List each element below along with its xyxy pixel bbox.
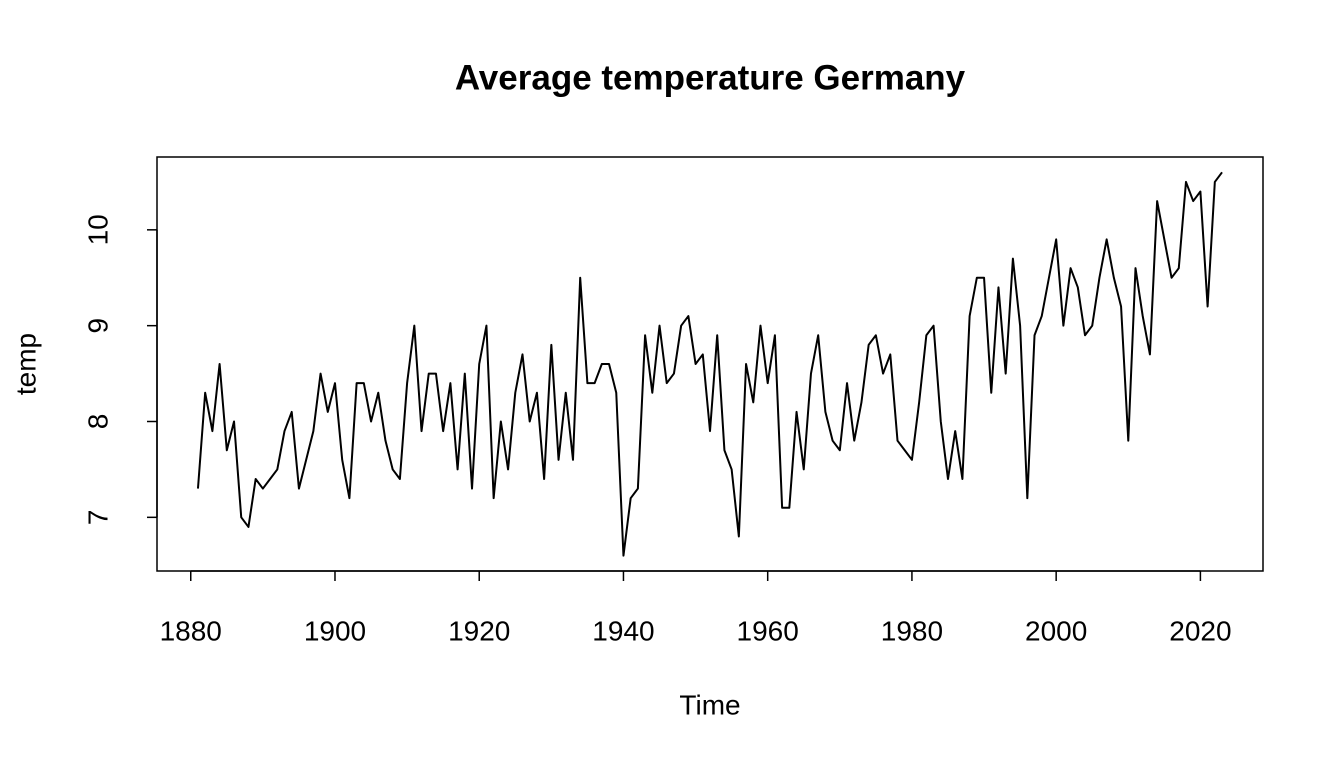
x-tick-label: 1920 <box>448 615 510 646</box>
y-tick-label: 7 <box>82 510 113 526</box>
x-axis-label: Time <box>679 689 740 720</box>
plot-frame <box>156 156 1264 572</box>
y-tick-label: 9 <box>82 318 113 334</box>
x-tick-label: 1900 <box>304 615 366 646</box>
y-tick-label: 10 <box>82 214 113 245</box>
x-tick-label: 1940 <box>592 615 654 646</box>
x-tick-label: 2020 <box>1169 615 1231 646</box>
x-tick-label: 1960 <box>737 615 799 646</box>
y-tick-label: 8 <box>82 414 113 430</box>
x-tick-label: 2000 <box>1025 615 1087 646</box>
y-axis-label: temp <box>10 333 41 395</box>
chart-title: Average temperature Germany <box>455 58 966 97</box>
x-tick-label: 1880 <box>160 615 222 646</box>
temperature-line <box>196 171 1223 557</box>
x-tick-label: 1980 <box>881 615 943 646</box>
